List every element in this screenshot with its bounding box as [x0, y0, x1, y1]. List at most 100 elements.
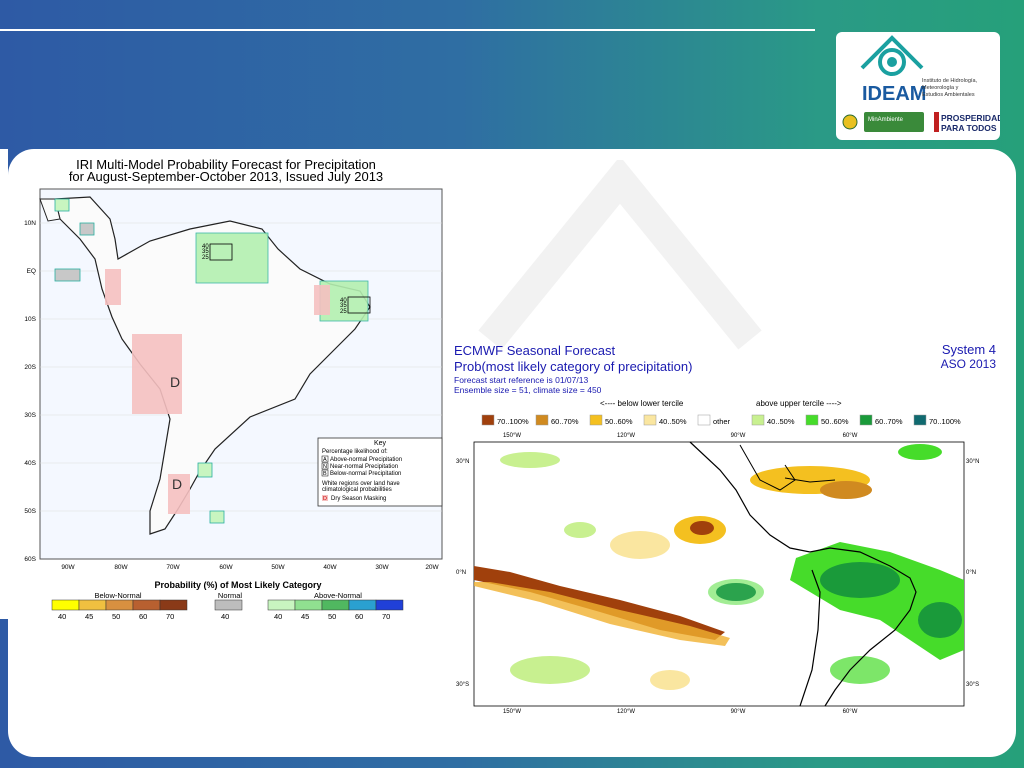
- key-dry-text: Dry Season Masking: [331, 496, 386, 502]
- ecmwf-lon-top-60w: 60°W: [843, 433, 858, 439]
- below-tercile-arrow: <---- below lower tercile: [600, 399, 684, 408]
- above-normal-tick: 70: [382, 612, 390, 619]
- ecmwf-coastline: [689, 441, 917, 707]
- ecmwf-legend-label: 70..100%: [929, 417, 961, 426]
- logo-name: IDEAM: [862, 83, 926, 105]
- below-normal-tick: 45: [85, 612, 93, 619]
- key-title: Key: [374, 440, 387, 447]
- ecmwf-forecast-panel: ECMWF Seasonal Forecast Prob(most likely…: [454, 342, 997, 715]
- iri-title-line1: IRI Multi-Model Probability Forecast for…: [76, 157, 376, 172]
- ecmwf-lat-left-0n: 0°N: [456, 570, 466, 576]
- ecmwf-legend: 70..100% 60..70% 50..60% 40..50% other 40..50…: [481, 414, 961, 426]
- lon-80w: 80W: [114, 564, 128, 571]
- ecmwf-legend-label: 40..50%: [767, 417, 795, 426]
- lon-30w: 30W: [375, 564, 389, 571]
- ecmwf-title: ECMWF Seasonal Forecast: [454, 343, 615, 358]
- normal-swatch: [214, 599, 243, 611]
- above-normal-tick: 50: [328, 612, 336, 619]
- key-row-a: Above-normal Precipitation: [330, 457, 402, 463]
- lat-eq: EQ: [27, 268, 36, 275]
- lat-30s: 30S: [24, 412, 36, 419]
- logo-subtitle-2: Meteorología y: [922, 85, 959, 91]
- iri-legend-bars: 40 45 50 60 70 40 40 45 50 60 70: [51, 599, 404, 619]
- below-normal-swatch: [159, 599, 188, 611]
- below-normal-swatch: [105, 599, 134, 611]
- stack-brazil-above: 40: [340, 298, 347, 304]
- key-dry-letter: D: [323, 496, 327, 502]
- ecmwf-lon-bot-120w: 120°W: [617, 709, 635, 715]
- header-rule: [0, 29, 815, 31]
- logo-subtitle-1: Instituto de Hidrología,: [922, 78, 978, 84]
- panel-left-edge: [0, 149, 8, 619]
- lon-60w: 60W: [219, 564, 233, 571]
- stack-guianas-below: 25: [202, 255, 209, 261]
- ecmwf-lon-top-120w: 120°W: [617, 433, 635, 439]
- below-normal-swatch: [51, 599, 80, 611]
- iri-key: Key Percentage likelihood of: A Above-no…: [317, 437, 443, 507]
- below-normal-swatch: [78, 599, 107, 611]
- below-normal-swatch: [132, 599, 161, 611]
- ecmwf-legend-swatch: [913, 414, 927, 426]
- lat-10n: 10N: [24, 220, 36, 227]
- ecmwf-legend-label: 60..70%: [551, 417, 579, 426]
- above-normal-swatch: [375, 599, 404, 611]
- dry-mark-patagonia: D: [172, 476, 182, 492]
- lon-20w: 20W: [425, 564, 439, 571]
- stack-brazil-below: 25: [340, 309, 347, 315]
- dry-mask-central-andes: [132, 334, 182, 414]
- ecmwf-lat-right-30n: 30°N: [966, 459, 979, 465]
- ecmwf-legend-label: 50..60%: [821, 417, 849, 426]
- above-normal-uruguay: [197, 462, 213, 478]
- ecmwf-legend-label: 40..50%: [659, 417, 687, 426]
- ecmwf-legend-swatch: [481, 414, 495, 426]
- ecmwf-legend-swatch: [589, 414, 603, 426]
- stack-brazil-near: 35: [340, 303, 347, 309]
- dry-mask-patagonia: [168, 474, 190, 514]
- ecmwf-lat-left-30n: 30°N: [456, 459, 469, 465]
- key-letter-a: A: [323, 457, 327, 463]
- iri-legend-title: Probability (%) of Most Likely Category: [154, 580, 321, 590]
- normal-pacific: [79, 222, 95, 236]
- ecmwf-lat-right-0n: 0°N: [966, 570, 976, 576]
- lat-60s: 60S: [24, 556, 36, 563]
- ecmwf-season: ASO 2013: [941, 357, 997, 371]
- key-note-2: climatological probabilities: [322, 487, 392, 493]
- above-normal-tick: 40: [274, 612, 282, 619]
- ecmwf-lat-right-30s: 30°S: [966, 682, 979, 688]
- ecmwf-map-shading: [474, 444, 964, 690]
- ecmwf-legend-swatch: [697, 414, 711, 426]
- key-note-1: White regions over land have: [322, 481, 400, 487]
- legend-normal-label: Normal: [218, 591, 243, 600]
- above-normal-tick: 45: [301, 612, 309, 619]
- lat-50s: 50S: [24, 508, 36, 515]
- below-normal-tick: 70: [166, 612, 174, 619]
- ecmwf-ensemble: Ensemble size = 51, climate size = 450: [454, 385, 602, 395]
- above-tercile-arrow: above upper tercile ---->: [756, 399, 842, 408]
- ecmwf-legend-swatch: [643, 414, 657, 426]
- ministry-label: MinAmbiente: [868, 117, 904, 123]
- ecmwf-lon-top-90w: 90°W: [731, 433, 746, 439]
- above-normal-falklands: [209, 510, 225, 524]
- south-america-landmass: [54, 196, 371, 535]
- watermark-logo: [478, 160, 762, 350]
- below-normal-tick: 50: [112, 612, 120, 619]
- lon-50w: 50W: [271, 564, 285, 571]
- ecmwf-system: System 4: [942, 342, 996, 357]
- ideam-logo-box: IDEAM Instituto de Hidrología, Meteorolo…: [836, 32, 1003, 140]
- dry-mask-east-brazil: [314, 285, 330, 315]
- key-row-n: Near-normal Precipitation: [330, 464, 398, 470]
- above-normal-swatch: [321, 599, 350, 611]
- lon-40w: 40W: [323, 564, 337, 571]
- lat-40s: 40S: [24, 460, 36, 467]
- lat-10s: 10S: [24, 316, 36, 323]
- ideam-logo: IDEAM Instituto de Hidrología, Meteorolo…: [842, 35, 1003, 133]
- legend-above-label: Above-Normal: [314, 591, 362, 600]
- ecmwf-lat-left-30s: 30°S: [456, 682, 469, 688]
- key-row-b: Below-normal Precipitation: [330, 471, 401, 477]
- iri-forecast-map: IRI Multi-Model Probability Forecast for…: [24, 157, 443, 619]
- above-normal-swatch: [348, 599, 377, 611]
- program-line-2: PARA TODOS: [941, 123, 997, 133]
- below-normal-tick: 60: [139, 612, 147, 619]
- normal-galapagos: [54, 268, 81, 282]
- ecmwf-legend-label: 50..60%: [605, 417, 633, 426]
